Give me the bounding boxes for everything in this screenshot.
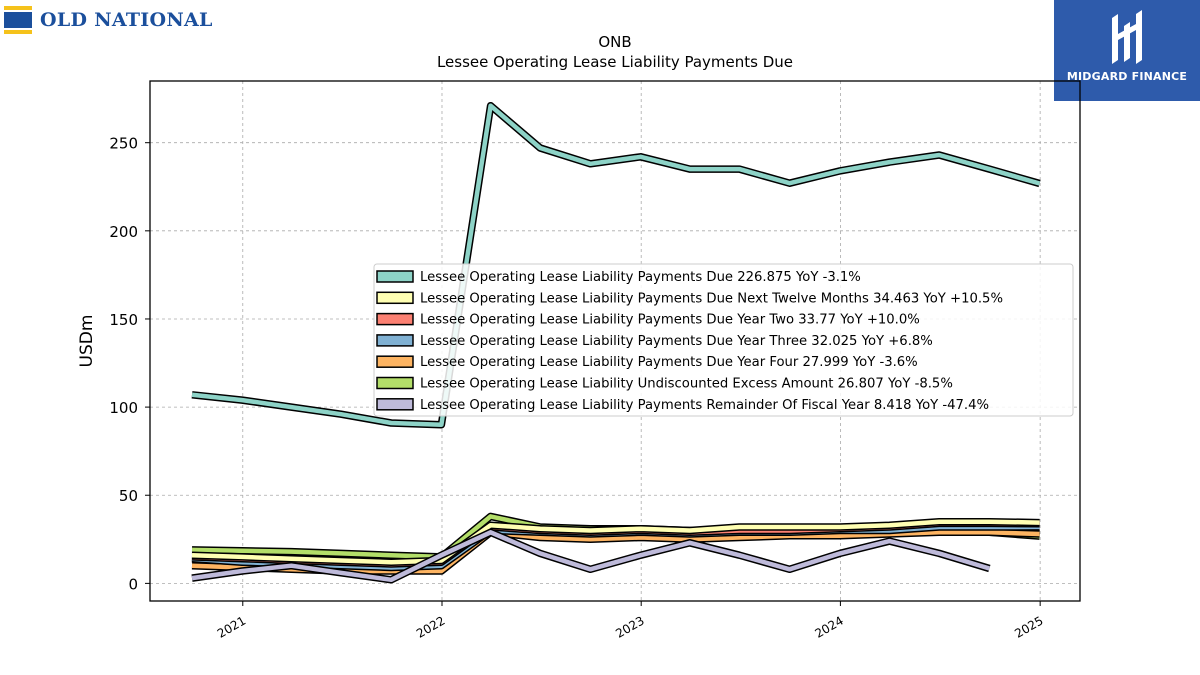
- legend-swatch: [376, 398, 414, 411]
- midgard-finance-logo-text: MIDGARD FINANCE: [1066, 70, 1188, 83]
- y-tick-label: 50: [119, 487, 138, 505]
- x-tick-label: 2022: [414, 613, 447, 640]
- legend-entry: Lessee Operating Lease Liability Undisco…: [420, 377, 953, 392]
- legend-entry: Lessee Operating Lease Liability Payment…: [420, 270, 861, 285]
- midgard-finance-mark-icon: [1112, 10, 1142, 64]
- series-line: [191, 519, 1040, 565]
- legend-swatch: [376, 376, 414, 390]
- legend-entry: Lessee Operating Lease Liability Payment…: [420, 313, 920, 328]
- y-tick-label: 200: [109, 223, 138, 241]
- series-line: [191, 530, 991, 583]
- x-tick-label: 2021: [215, 613, 248, 640]
- x-tick-label: 2024: [812, 613, 845, 640]
- legend-entry: Lessee Operating Lease Liability Payment…: [420, 398, 989, 413]
- y-tick-label: 0: [128, 575, 138, 593]
- y-tick-label: 250: [109, 135, 138, 153]
- midgard-finance-logo: MIDGARD FINANCE: [1054, 0, 1200, 101]
- legend-swatch: [376, 291, 414, 305]
- y-tick-label: 150: [109, 311, 138, 329]
- legend-swatch: [376, 312, 414, 326]
- x-tick-label: 2025: [1012, 613, 1045, 640]
- chart-subtitle: Lessee Operating Lease Liability Payment…: [437, 53, 793, 71]
- legend-entry: Lessee Operating Lease Liability Payment…: [420, 334, 933, 349]
- legend-swatch: [376, 355, 414, 368]
- y-axis-label: USDm: [77, 315, 97, 368]
- old-national-mark-icon: [4, 6, 32, 34]
- legend-entry: Lessee Operating Lease Liability Payment…: [420, 291, 1003, 306]
- legend-box: [373, 263, 1074, 417]
- series-group: [191, 101, 1041, 584]
- old-national-logo: OLD NATIONAL: [4, 4, 213, 36]
- chart-title: ONB: [598, 33, 631, 51]
- plot-frame: [149, 80, 1081, 602]
- old-national-logo-text: OLD NATIONAL: [40, 9, 213, 31]
- legend: Lessee Operating Lease Liability Payment…: [373, 263, 1074, 417]
- y-tick-label: 100: [109, 399, 138, 417]
- legend-entry: Lessee Operating Lease Liability Payment…: [420, 355, 918, 370]
- legend-swatch: [376, 334, 414, 347]
- legend-swatch: [376, 270, 414, 283]
- x-tick-label: 2023: [613, 613, 646, 640]
- series-line: [191, 103, 1041, 427]
